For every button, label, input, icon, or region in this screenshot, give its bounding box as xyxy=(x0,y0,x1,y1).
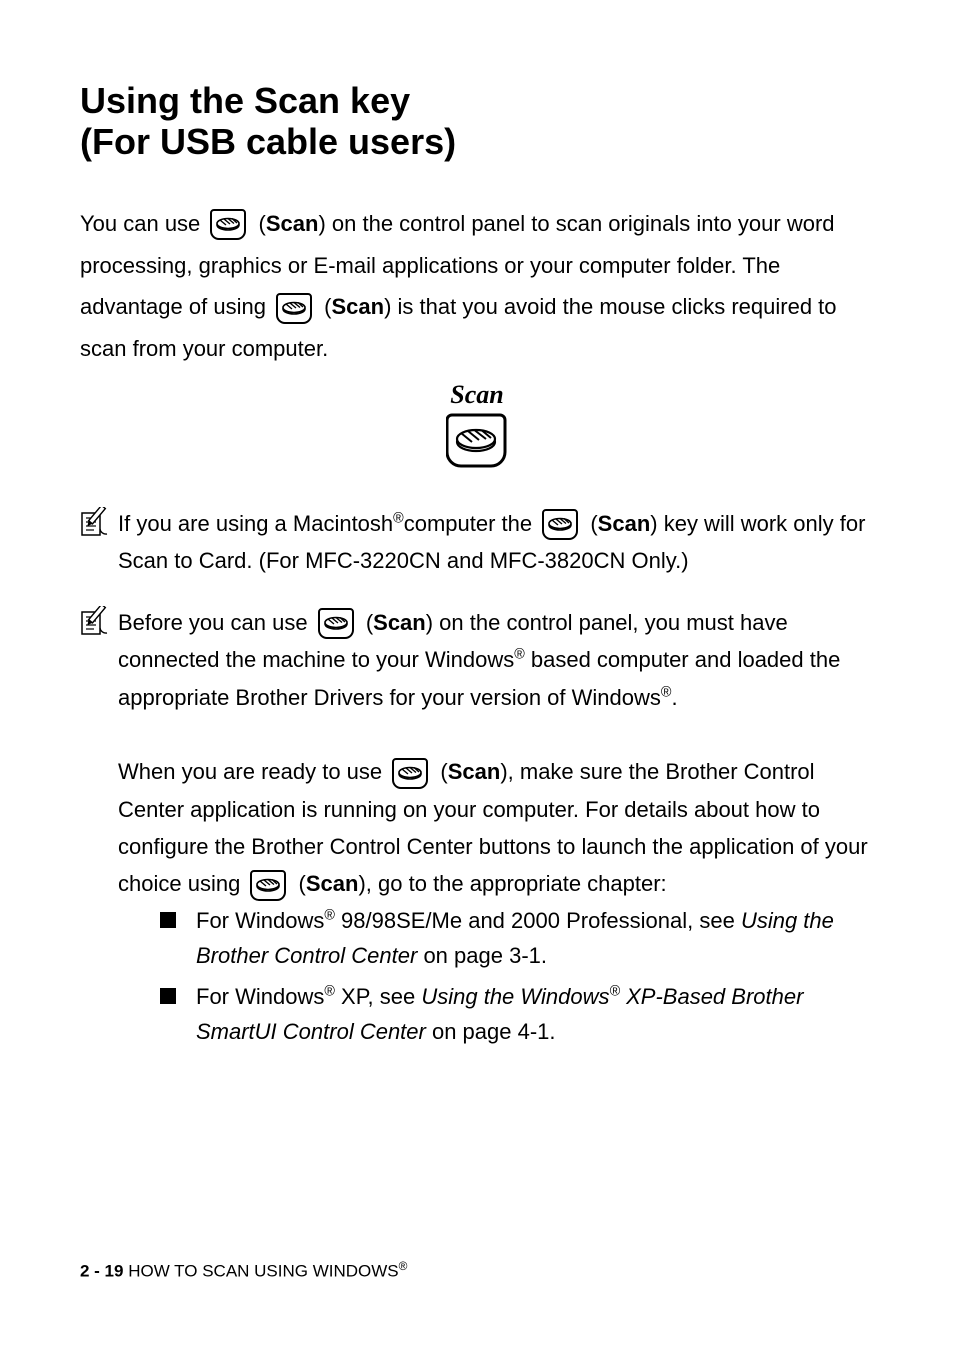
scan-key-icon xyxy=(276,292,314,326)
note1-reg-1: ® xyxy=(393,511,404,527)
note1-paren-open: ( xyxy=(590,511,597,536)
intro-text-paren-open-2: ( xyxy=(324,294,331,319)
note2-scan-bold-2: Scan xyxy=(448,759,501,784)
list-item: For Windows® 98/98SE/Me and 2000 Profess… xyxy=(156,903,874,973)
intro-text-paren-open: ( xyxy=(259,211,266,236)
note-2: Before you can use (Scan) on the control… xyxy=(80,604,874,1050)
footer-page-number: 2 - 19 xyxy=(80,1262,123,1281)
large-scan-label: Scan xyxy=(80,380,874,410)
intro-paragraph: You can use (Scan) on the control panel … xyxy=(80,203,874,370)
bullet2-reg-2: ® xyxy=(609,984,620,1000)
note2-paren-open-2: ( xyxy=(440,759,447,784)
note2-paren-open-3: ( xyxy=(299,871,306,896)
footer-text: HOW TO SCAN USING WINDOWS xyxy=(128,1262,398,1281)
list-item: For Windows® XP, see Using the Windows® … xyxy=(156,979,874,1049)
note2-reg-2: ® xyxy=(661,684,672,700)
note2-scan-bold-1: Scan xyxy=(373,610,426,635)
footer-reg: ® xyxy=(399,1259,408,1273)
bullet2-b: XP, see xyxy=(335,984,421,1009)
scan-key-icon xyxy=(250,869,288,903)
scan-key-icon xyxy=(542,508,580,542)
bullet1-b: 98/98SE/Me and 2000 Professional, see xyxy=(335,908,741,933)
title-line-1: Using the Scan key xyxy=(80,80,410,121)
bullet1-reg: ® xyxy=(324,908,335,924)
bullet2-reg-1: ® xyxy=(324,984,335,1000)
bullet1-d: on page 3-1. xyxy=(417,943,547,968)
title-line-2: (For USB cable users) xyxy=(80,121,456,162)
note2-text-f: When you are ready to use xyxy=(118,759,388,784)
note-1: If you are using a Macintosh®computer th… xyxy=(80,505,874,580)
note-pencil-icon xyxy=(80,507,110,548)
intro-scan-bold-1: Scan xyxy=(266,211,319,236)
bullet1-a: For Windows xyxy=(196,908,324,933)
note2-text-j: ), go to the appropriate chapter: xyxy=(358,871,666,896)
scan-key-icon xyxy=(318,607,356,641)
bullet2-e: on page 4-1. xyxy=(426,1019,556,1044)
note1-text-a: If you are using a Macintosh xyxy=(118,511,393,536)
scan-key-large-icon xyxy=(446,412,508,470)
page-title: Using the Scan key (For USB cable users) xyxy=(80,80,874,163)
note1-text-b: computer the xyxy=(404,511,539,536)
note2-scan-bold-3: Scan xyxy=(306,871,359,896)
large-scan-key-figure: Scan xyxy=(80,380,874,475)
note-pencil-icon xyxy=(80,606,110,647)
bullet2-link-1: Using the Windows xyxy=(421,984,609,1009)
scan-key-icon xyxy=(210,208,248,242)
bullet-list: For Windows® 98/98SE/Me and 2000 Profess… xyxy=(118,903,874,1050)
note2-text-e: . xyxy=(671,685,677,710)
note2-reg-1: ® xyxy=(514,647,525,663)
note1-scan-bold: Scan xyxy=(598,511,651,536)
note2-text-a: Before you can use xyxy=(118,610,314,635)
page-footer: 2 - 19 HOW TO SCAN USING WINDOWS® xyxy=(80,1259,407,1282)
scan-key-icon xyxy=(392,757,430,791)
intro-scan-bold-2: Scan xyxy=(332,294,385,319)
bullet2-a: For Windows xyxy=(196,984,324,1009)
intro-text-1: You can use xyxy=(80,211,206,236)
